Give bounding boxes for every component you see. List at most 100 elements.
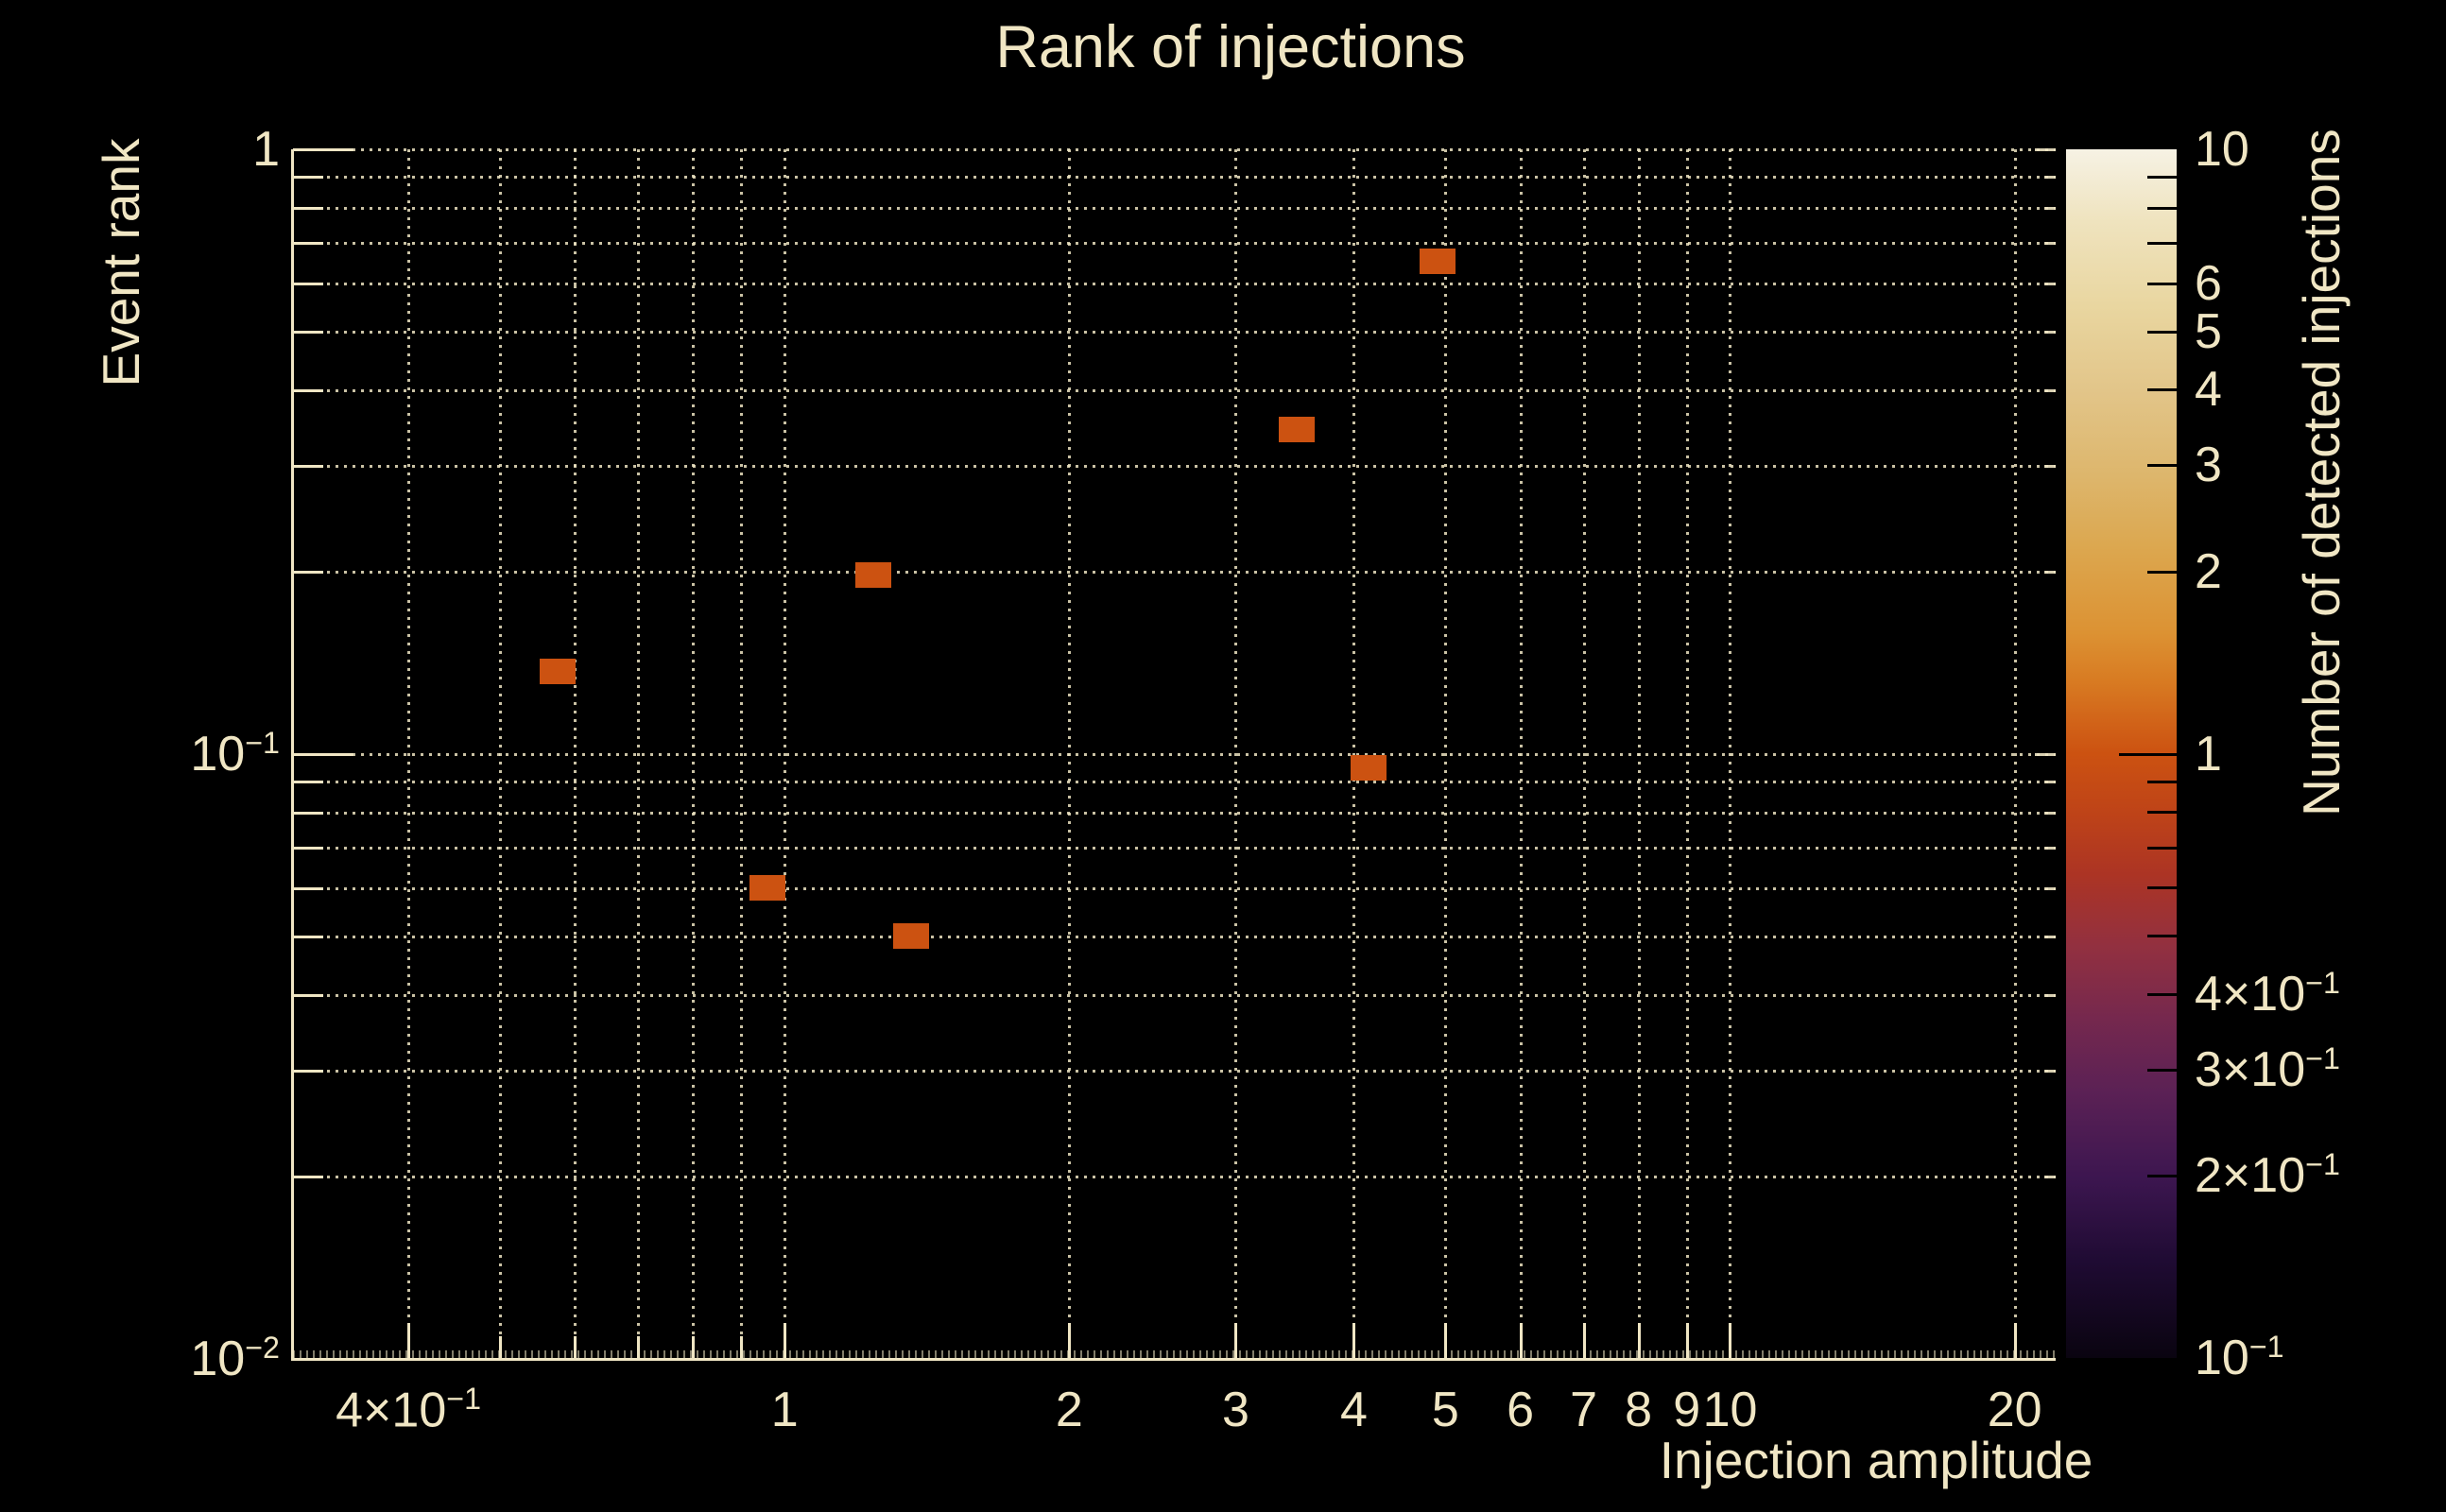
y-tick-right [2035,753,2056,756]
y-tick [293,148,353,151]
x-tick-label: 20 [1987,1383,2042,1437]
y-gridline [293,812,2056,816]
histogram-bin [1351,754,1387,781]
y-tick-right [2044,207,2056,211]
y-gridline [293,330,2056,334]
colorbar-tick [2147,992,2177,996]
y-tick-right [2044,1069,2056,1073]
x-tick [2013,1323,2017,1359]
y-tick [293,176,323,180]
y-tick-right [2044,242,2056,246]
colorbar-tick-label: 3×10−1 [2195,1040,2340,1098]
y-gridline [293,1069,2056,1073]
x-tick [499,1336,503,1359]
plot-bottom-border [291,1358,2056,1361]
y-gridline [293,282,2056,285]
y-tick-right [2044,388,2056,392]
x-tick-label: 4 [1339,1383,1368,1437]
y-tick [293,1069,323,1073]
colorbar-tick-label: 2 [2195,543,2222,599]
x-tick-label: 7 [1570,1383,1597,1437]
x-tick [1234,1323,1238,1359]
x-tick-label: 9 [1673,1383,1701,1437]
colorbar-tick [2147,780,2177,783]
y-tick [293,207,323,211]
plot-left-border [291,149,294,1359]
x-tick [407,1323,411,1359]
x-tick [637,1336,641,1359]
y-gridline [293,388,2056,392]
y-tick [293,993,323,997]
x-tick [784,1323,787,1359]
y-tick-right [2044,330,2056,334]
y-tick-label: 1 [252,122,280,177]
colorbar-tick [2119,752,2177,756]
x-tick [1729,1323,1732,1359]
x-tick-label: 2 [1055,1383,1083,1437]
y-gridline [293,935,2056,938]
y-tick-right [2044,571,2056,575]
y-tick [293,847,323,850]
y-tick-right [2044,935,2056,938]
colorbar-tick [2147,176,2177,180]
y-tick [293,330,323,334]
x-tick [740,1336,744,1359]
histogram-bin [892,923,929,950]
colorbar-tick [2147,570,2177,574]
colorbar-tick-label: 10 [2195,122,2249,177]
y-tick-right [2044,781,2056,784]
y-gridline [293,464,2056,468]
y-gridline [293,176,2056,180]
y-tick [293,571,323,575]
colorbar-tick [2147,242,2177,246]
y-tick-right [2044,282,2056,285]
x-tick [1582,1323,1586,1359]
y-tick [293,812,323,816]
y-tick [293,388,323,392]
y-tick-right [2044,993,2056,997]
y-tick-right [2044,464,2056,468]
colorbar-tick-label: 6 [2195,255,2222,311]
y-gridline [293,571,2056,575]
colorbar-tick [2147,846,2177,850]
colorbar-tick-label: 5 [2195,303,2222,359]
y-tick [293,753,353,756]
y-tick-right [2044,847,2056,850]
x-tick [1068,1323,1072,1359]
histogram-bin [1419,248,1456,274]
colorbar-tick-label: 1 [2195,726,2222,782]
colorbar-tick [2147,282,2177,285]
y-gridline [293,207,2056,211]
colorbar-tick [2147,388,2177,392]
y-tick [293,282,323,285]
y-gridline [293,753,2056,756]
chart-title: Rank of injections [995,14,1466,80]
histogram-bin [854,561,891,588]
colorbar-tick [2147,935,2177,937]
histogram-bin [1278,417,1315,443]
colorbar-tick-label: 3 [2195,438,2222,493]
colorbar-tick [2147,886,2177,890]
x-tick-label: 1 [770,1383,799,1437]
y-gridline [293,781,2056,784]
colorbar-tick [2147,330,2177,334]
x-tick [1352,1323,1356,1359]
x-axis-minor-fringe [293,1350,2056,1359]
y-gridline [293,847,2056,850]
x-tick [1519,1323,1523,1359]
y-tick-right [2035,148,2056,151]
y-tick-label: 10−2 [190,1330,280,1387]
colorbar-tick-label: 2×10−1 [2195,1147,2340,1204]
y-gridline [293,886,2056,890]
x-tick-label: 8 [1625,1383,1653,1437]
x-tick-label: 10 [1702,1383,1758,1437]
colorbar-tick [2147,206,2177,210]
colorbar-tick [2147,811,2177,815]
y-tick-right [2044,1176,2056,1179]
x-tick-label: 6 [1507,1383,1535,1437]
y-tick-right [2044,886,2056,890]
colorbar-tick [2147,1068,2177,1072]
colorbar-tick-label: 4 [2195,362,2222,418]
x-tick-label: 4×10−1 [336,1382,482,1438]
